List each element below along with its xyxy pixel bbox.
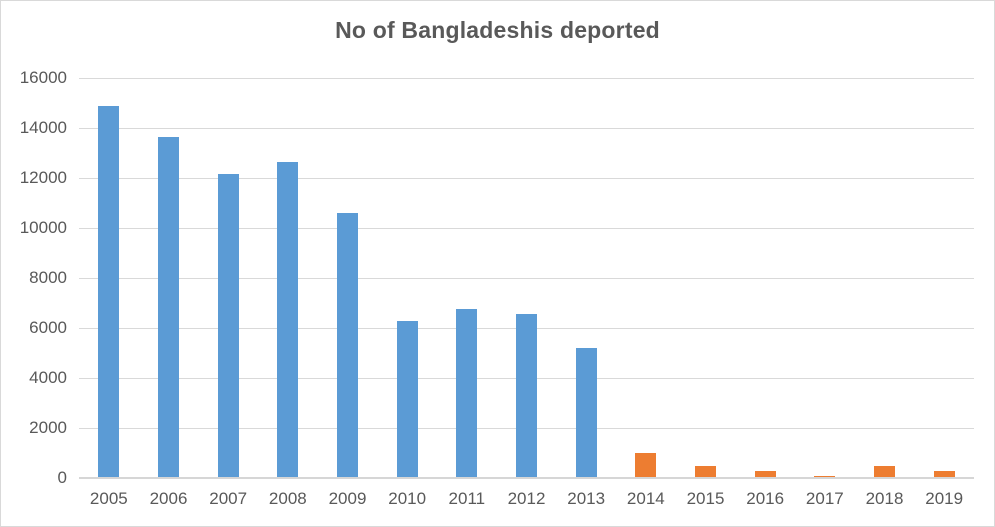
y-tick-label-6000: 6000 [29, 318, 67, 337]
gridline-12000 [79, 178, 974, 179]
bar-2009 [337, 213, 358, 478]
x-tick-label-2014: 2014 [626, 489, 665, 508]
chart-title: No of Bangladeshis deported [335, 17, 660, 43]
x-axis-line [79, 477, 974, 479]
bar-2012 [516, 314, 537, 478]
y-tick-label-8000: 8000 [29, 268, 67, 287]
x-tick-label-2019: 2019 [925, 489, 964, 508]
y-tick-label-4000: 4000 [29, 368, 67, 387]
x-tick-label-2010: 2010 [388, 489, 427, 508]
gridline-10000 [79, 228, 974, 229]
x-tick-label-2007: 2007 [209, 489, 248, 508]
bar-2019 [933, 470, 955, 478]
x-tick-label-2005: 2005 [89, 489, 128, 508]
y-tick-label-14000: 14000 [19, 118, 67, 137]
bar-2008 [277, 161, 299, 478]
bar-2016 [754, 470, 776, 478]
bar-2006 [158, 136, 179, 478]
y-tick-label-16000: 16000 [19, 68, 67, 87]
x-tick-label-2015: 2015 [686, 489, 725, 508]
gridline-8000 [79, 278, 974, 279]
x-tick-label-2017: 2017 [805, 489, 844, 508]
bar-2013 [575, 348, 597, 478]
gridline-16000 [79, 78, 974, 79]
x-axis-labels: 2005 2006 2007 2008 2009 2010 2011 2012 2013 2014… [79, 487, 974, 513]
x-tick-label-2013: 2013 [567, 489, 606, 508]
bar-2014 [635, 453, 657, 478]
x-tick-label-2016: 2016 [746, 489, 785, 508]
x-tick-label-2006: 2006 [149, 489, 188, 508]
gridline-14000 [79, 128, 974, 129]
y-axis-labels: 0 2000 4000 6000 8000 10000 12000 14000 16000 [1, 68, 67, 487]
plot-area [79, 78, 974, 479]
bar-2005 [98, 105, 120, 478]
x-tick-label-2009: 2009 [328, 489, 367, 508]
x-tick-label-2018: 2018 [865, 489, 904, 508]
y-tick-label-0: 0 [57, 468, 67, 487]
bar-2010 [396, 320, 418, 478]
bar-2015 [695, 465, 716, 478]
y-tick-label-10000: 10000 [19, 218, 67, 237]
bar-2007 [217, 174, 239, 478]
y-tick-label-2000: 2000 [29, 418, 67, 437]
x-tick-label-2011: 2011 [448, 489, 486, 508]
bar-2011 [456, 309, 478, 478]
y-tick-label-12000: 12000 [19, 168, 67, 187]
x-tick-label-2008: 2008 [268, 489, 307, 508]
x-tick-label-2012: 2012 [507, 489, 546, 508]
bar-2018 [874, 465, 895, 478]
